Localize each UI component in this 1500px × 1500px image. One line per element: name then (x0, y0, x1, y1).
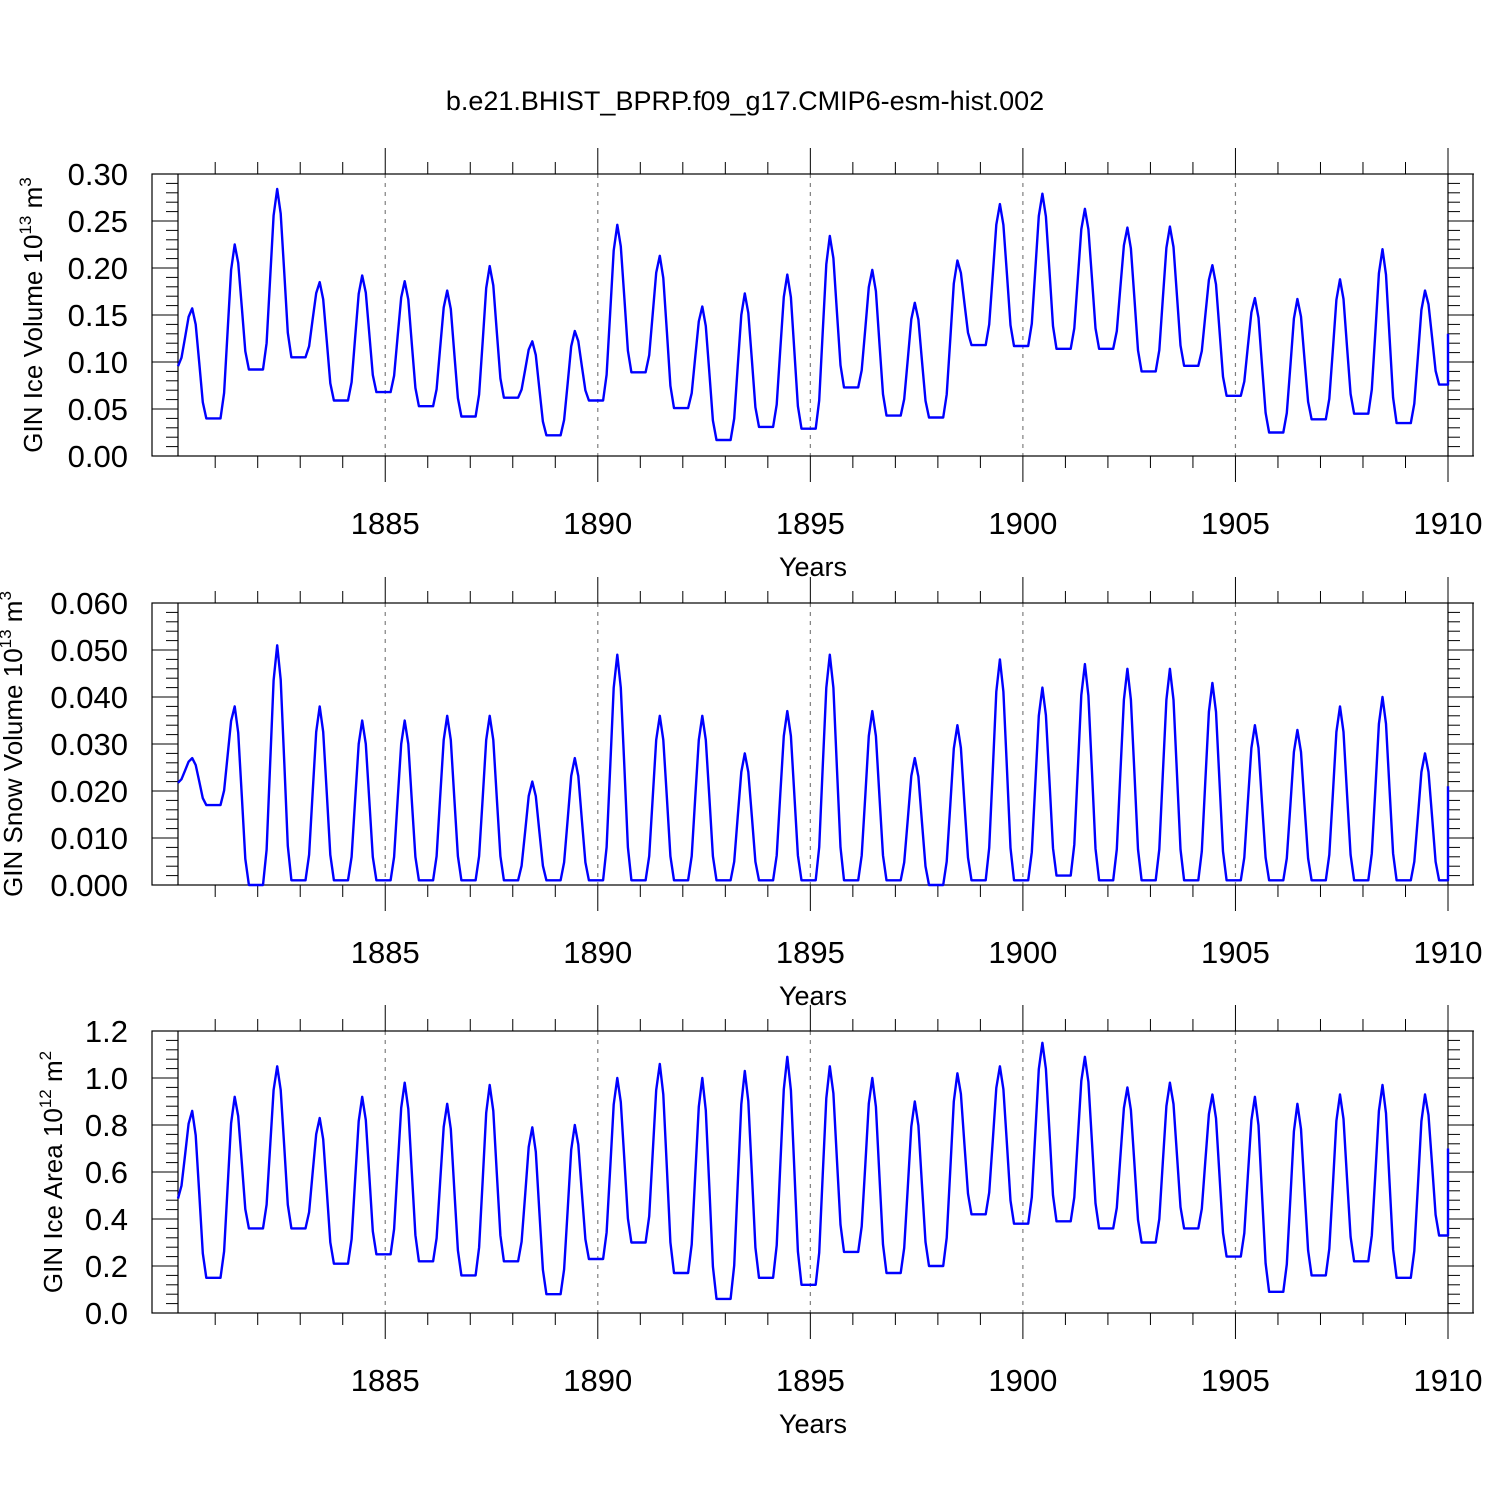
y-tick-label: 0.010 (50, 821, 128, 856)
y-tick-label: 0.4 (85, 1202, 128, 1237)
y-tick-label: 0.15 (68, 298, 128, 333)
y-tick-label: 0.25 (68, 204, 128, 239)
y-tick-label: 0.000 (50, 868, 128, 903)
y-tick-label: 0.060 (50, 586, 128, 621)
y-axis-label: GIN Snow Volume 1013 m3 (0, 591, 28, 897)
x-tick-label: 1885 (351, 506, 420, 541)
x-tick-label: 1905 (1201, 1363, 1270, 1398)
x-tick-label: 1890 (563, 935, 632, 970)
snow-volume-panel: 0.000 0.010 0.020 0.030 0.040 0.050 0.060 1885 1… (0, 577, 1482, 1011)
series-line (177, 644, 1450, 887)
x-tick-label: 1905 (1201, 935, 1270, 970)
y-tick-label: 0.30 (68, 157, 128, 192)
x-tick-label: 1900 (988, 506, 1057, 541)
y-axis-label-main: GIN Ice Volume 10 (18, 235, 48, 453)
x-axis-label: Years (779, 1409, 847, 1439)
x-axis-label: Years (779, 981, 847, 1011)
y-axis-label-exponent: 12 (36, 1089, 55, 1108)
y-tick-label: 0.020 (50, 774, 128, 809)
y-axis-label-unit: m (0, 601, 28, 630)
y-axis-label-main: GIN Snow Volume 10 (0, 648, 28, 897)
x-tick-label: 1910 (1414, 1363, 1483, 1398)
y-tick-label: 0.0 (85, 1296, 128, 1331)
x-tick-label: 1890 (563, 1363, 632, 1398)
y-tick-label: 0.6 (85, 1155, 128, 1190)
y-axis-label-unit: m (38, 1060, 68, 1089)
x-tick-label: 1905 (1201, 506, 1270, 541)
y-axis-label-unit-exponent: 3 (0, 591, 15, 600)
y-tick-label: 1.0 (85, 1061, 128, 1096)
y-tick-label: 0.040 (50, 680, 128, 715)
x-tick-label: 1910 (1414, 935, 1483, 970)
y-tick-label: 0.050 (50, 633, 128, 668)
x-tick-label: 1900 (988, 935, 1057, 970)
y-tick-label: 0.05 (68, 392, 128, 427)
ice-area-panel: 0.0 0.2 0.4 0.6 0.8 1.0 1.2 1885 1890 1895 1900 190… (36, 1005, 1482, 1439)
y-axis-label-unit-exponent: 2 (36, 1051, 55, 1060)
x-tick-label: 1890 (563, 506, 632, 541)
x-tick-label: 1885 (351, 935, 420, 970)
y-axis-label-exponent: 13 (0, 629, 15, 648)
y-axis-label-unit-exponent: 3 (16, 177, 35, 186)
x-tick-label: 1885 (351, 1363, 420, 1398)
y-tick-label: 0.20 (68, 251, 128, 286)
y-axis-label-main: GIN Ice Area 10 (38, 1108, 68, 1293)
y-tick-label: 0.10 (68, 345, 128, 380)
y-axis-label-exponent: 13 (16, 216, 35, 235)
figure-title: b.e21.BHIST_BPRP.f09_g17.CMIP6-esm-hist.… (446, 86, 1044, 116)
y-tick-label: 0.8 (85, 1108, 128, 1143)
y-tick-label: 1.2 (85, 1014, 128, 1049)
x-tick-label: 1895 (776, 935, 845, 970)
x-tick-label: 1895 (776, 506, 845, 541)
y-tick-label: 0.2 (85, 1249, 128, 1284)
series-line (176, 1041, 1450, 1301)
y-axis-label-unit: m (18, 187, 48, 216)
series-line (176, 187, 1450, 442)
y-tick-label: 0.030 (50, 727, 128, 762)
y-tick-label: 0.00 (68, 439, 128, 474)
ice-volume-panel: 0.00 0.05 0.10 0.15 0.20 0.25 0.30 1885 1890 1895… (16, 148, 1482, 582)
y-axis-label: GIN Ice Area 1012 m2 (36, 1051, 68, 1293)
y-axis-label: GIN Ice Volume 1013 m3 (16, 177, 48, 453)
x-tick-label: 1895 (776, 1363, 845, 1398)
x-tick-label: 1910 (1414, 506, 1483, 541)
x-axis-label: Years (779, 552, 847, 582)
x-tick-label: 1900 (988, 1363, 1057, 1398)
